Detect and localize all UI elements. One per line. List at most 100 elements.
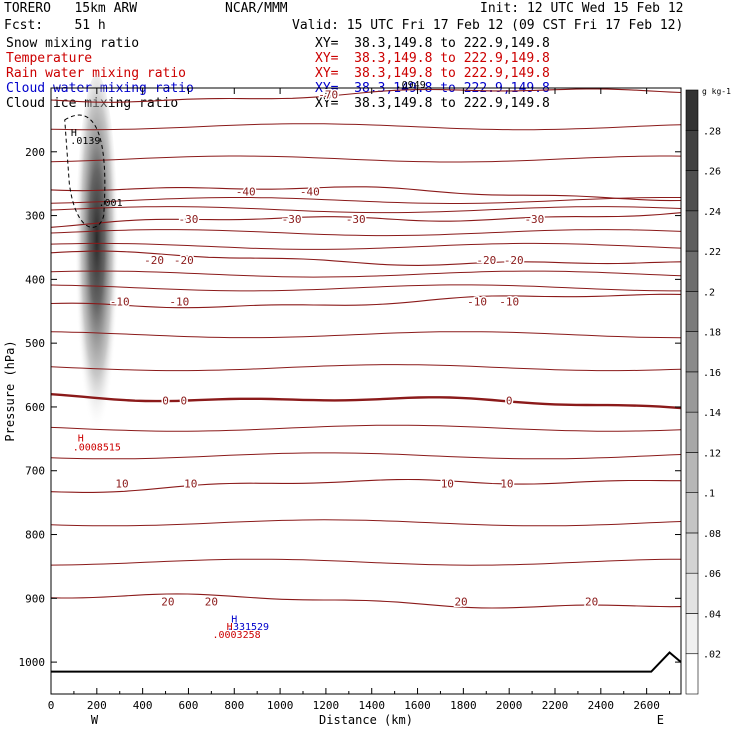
temperature-contour-minor [50, 229, 682, 237]
x-tick-label: 2600 [633, 699, 660, 712]
field-xy-snow: XY= 38.3,149.8 to 222.9,149.8 [315, 36, 550, 51]
contour-label: 10 [115, 477, 128, 490]
colorbar-tick-label: .1 [703, 489, 715, 500]
field-xy-cloud-ice: XY= 38.3,149.8 to 222.9,149.8 [315, 96, 550, 111]
temperature-contour--70 [50, 88, 682, 103]
contour-label: 20 [585, 596, 598, 609]
field-xy-rain: XY= 38.3,149.8 to 222.9,149.8 [315, 66, 550, 81]
contour-label: 10 [500, 477, 513, 490]
contour-label: 0 [506, 395, 513, 408]
colorbar-segment [685, 492, 699, 534]
colorbar-tick-label: .04 [703, 609, 721, 620]
temperature-contour-minor [50, 284, 681, 292]
colorbar-tick-label: .2 [703, 287, 715, 298]
y-tick-label: 600 [25, 401, 45, 414]
temperature-contour--30 [50, 212, 682, 228]
temperature-contour-minor [50, 123, 682, 131]
colorbar-segment [685, 129, 699, 171]
contour-label: -70 [318, 88, 338, 101]
field-annotation: .331529 [227, 622, 269, 633]
contour-label: 10 [184, 477, 197, 490]
colorbar-tick-label: .06 [703, 569, 721, 580]
field-name-rain: Rain water mixing ratio [6, 66, 187, 81]
field-annotation: .0139 [70, 136, 100, 147]
colorbar-segment [685, 250, 699, 292]
colorbar-segment [685, 452, 699, 493]
colorbar-segment [685, 89, 699, 131]
field-annotation: .001 [99, 198, 123, 209]
field-annotation: .0008515 [73, 442, 121, 453]
y-tick-label: 900 [25, 592, 45, 605]
temperature-contour-minor [50, 452, 682, 460]
x-tick-label: 400 [133, 699, 153, 712]
field-annotation: H [227, 622, 233, 633]
colorbar-segment [685, 291, 699, 332]
y-axis-label: Pressure (hPa) [3, 340, 17, 441]
east-label: E [657, 713, 664, 727]
contour-label: -20 [504, 254, 524, 267]
colorbar-tick-label: .14 [703, 408, 721, 419]
temperature-contour-minor [50, 206, 682, 214]
cloud-ice-shading [74, 74, 119, 465]
temperature-contour--40 [50, 186, 682, 202]
contour-label: -20 [144, 254, 164, 267]
x-tick-label: 2200 [542, 699, 569, 712]
colorbar-tick-label: .02 [703, 650, 721, 661]
contour-label: -10 [110, 296, 130, 309]
colorbar-tick-label: .16 [703, 368, 721, 379]
west-label: W [91, 713, 99, 727]
x-tick-label: 600 [179, 699, 199, 712]
center-label: NCAR/MMM [225, 1, 288, 16]
colorbar-tick-label: .26 [703, 167, 721, 178]
contour-label: 20 [161, 596, 174, 609]
temperature-contour--20 [50, 250, 682, 266]
contour-label: -30 [282, 213, 302, 226]
colorbar-segment [685, 170, 699, 212]
colorbar-segment [685, 613, 699, 655]
colorbar-segment [685, 210, 699, 252]
temperature-contour-minor [50, 519, 682, 527]
x-tick-label: 1000 [267, 699, 294, 712]
init-label: Init: 12 UTC Wed 15 Feb 12 [480, 1, 684, 16]
colorbar-segment [685, 572, 699, 614]
field-name-temperature: Temperature [6, 51, 93, 66]
y-tick-label: 300 [25, 210, 45, 223]
contour-label: -30 [346, 213, 366, 226]
fcst-label: Fcst: 51 h [4, 18, 106, 33]
terrain-line [51, 651, 682, 673]
plot-frame [50, 87, 682, 695]
contour-label: -20 [476, 254, 496, 267]
colorbar-unit: g kg-1 [702, 87, 731, 96]
temperature-contour-20 [50, 593, 682, 609]
x-axis-label: Distance (km) [319, 713, 413, 727]
temperature-contour-minor [50, 424, 682, 432]
x-tick-label: 1400 [358, 699, 385, 712]
y-tick-label: 500 [25, 337, 45, 350]
contour-label: -20 [174, 254, 194, 267]
field-annotation: .0949 [396, 80, 426, 91]
y-tick-label: 800 [25, 529, 45, 542]
x-tick-label: 1600 [404, 699, 431, 712]
contour-label: 20 [205, 596, 218, 609]
contour-label: -40 [236, 185, 256, 198]
contour-label: -30 [524, 213, 544, 226]
colorbar-segment [685, 411, 699, 453]
x-tick-label: 2000 [496, 699, 523, 712]
y-tick-label: 400 [25, 273, 45, 286]
field-name-cloud-water: Cloud water mixing ratio [6, 81, 194, 96]
colorbar-tick-label: .28 [703, 126, 721, 137]
field-annotation: H [71, 128, 77, 139]
temperature-contour-minor [50, 197, 681, 204]
field-name-snow: Snow mixing ratio [6, 36, 140, 51]
temperature-contour-minor [50, 270, 682, 278]
contour-label: -40 [300, 185, 320, 198]
contour-label: 0 [181, 395, 188, 408]
model-label: TORERO 15km ARW [4, 1, 138, 16]
y-tick-label: 200 [25, 146, 45, 159]
x-tick-label: 2400 [588, 699, 615, 712]
contour-label: 0 [162, 395, 169, 408]
contour-label: -10 [467, 296, 487, 309]
temperature-contour--10 [50, 293, 682, 309]
contour-label: -30 [179, 213, 199, 226]
